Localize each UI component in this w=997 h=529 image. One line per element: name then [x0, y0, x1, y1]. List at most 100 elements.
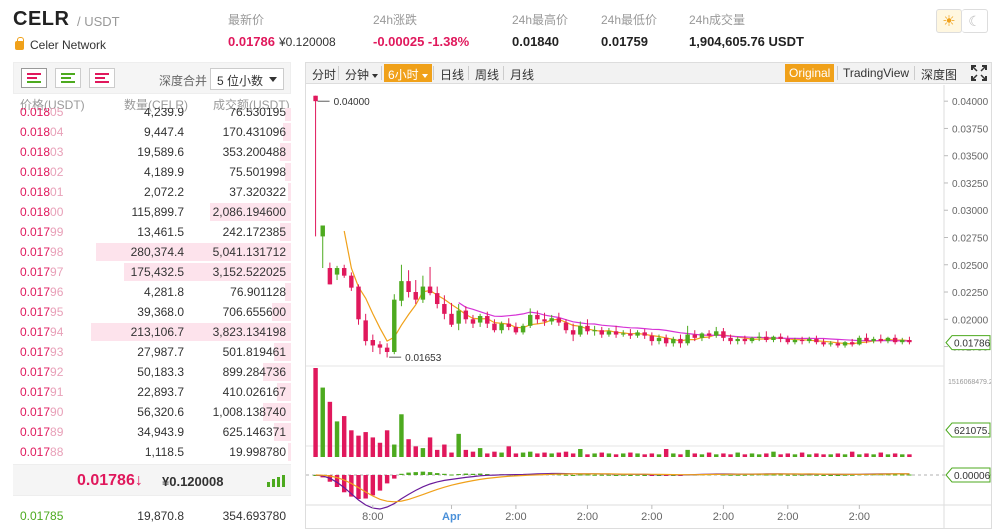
tab-tradingview[interactable]: TradingView [843, 66, 910, 80]
depth-bar [90, 323, 291, 341]
depth-bar [263, 403, 291, 421]
tab-depth-chart[interactable]: 深度图 [921, 68, 958, 82]
volume-bar [585, 454, 590, 457]
volume-bar [434, 449, 440, 457]
macd-bar [835, 475, 841, 476]
bid-row[interactable]: 0.01785 19,870.8 354.693780 [13, 506, 291, 526]
ask-total: 706.655600 [222, 305, 286, 319]
volume-bar [499, 452, 504, 457]
book-asks-icon[interactable] [89, 68, 115, 88]
tab-week[interactable]: 周线 [475, 68, 500, 82]
candle-body [885, 337, 891, 342]
volume-bar [900, 454, 905, 457]
depth-bar [210, 203, 291, 221]
macd-bar [671, 475, 676, 476]
tab-6h[interactable]: 6小时 [384, 64, 432, 82]
ask-amount: 4,281.8 [143, 285, 184, 299]
coin-name[interactable]: Celer Network [15, 36, 106, 52]
candle-body [499, 323, 504, 331]
order-book: 深度合并 5 位小数 价格(USDT) 数量(CELR) 成交额(USDT) 0… [13, 62, 291, 529]
macd-bar [420, 471, 426, 475]
candle-body [384, 347, 390, 353]
ask-row[interactable]: 0.01792 50,183.3 899.284736 [13, 362, 291, 382]
volume-bar [828, 454, 833, 457]
macd-bar [449, 474, 454, 476]
stat-24h-volume: 24h成交量 1,904,605.76 USDT [689, 11, 804, 49]
depth-bar [285, 163, 291, 181]
volume-bar [334, 421, 340, 457]
ask-row[interactable]: 0.01794 213,106.7 3,823.134198 [13, 322, 291, 342]
volume-bar [477, 448, 483, 457]
macd-bar [406, 472, 411, 475]
macd-bar [349, 475, 354, 497]
volume-axis-label: 1516068479.2 [948, 379, 991, 386]
fullscreen-icon[interactable] [971, 65, 987, 81]
stat-value: 0.01840 [512, 34, 559, 49]
book-bids-icon[interactable] [55, 68, 81, 88]
ask-row[interactable]: 0.01804 9,447.4 170.431096 [13, 122, 291, 142]
macd-bar [434, 473, 440, 475]
macd-bar [377, 475, 383, 491]
ask-row[interactable]: 0.01798 280,374.4 5,041.131712 [13, 242, 291, 262]
volume-bar [549, 453, 554, 457]
depth-merge-select[interactable]: 5 位小数 [210, 68, 284, 90]
ma-slow-line [458, 302, 910, 342]
last-price-tag-label: 0.01786 [954, 339, 991, 350]
volume-bar [392, 444, 397, 457]
high-annotation: 0.04000 [317, 97, 370, 108]
ask-row[interactable]: 0.01799 13,461.5 242.172385 [13, 222, 291, 242]
volume-bar [535, 453, 540, 457]
macd-bar [628, 475, 633, 476]
ask-total: 2,086.194600 [212, 205, 286, 219]
price-tick-label: 0.02750 [952, 233, 989, 244]
stat-label: 最新价 [228, 13, 265, 27]
ask-row[interactable]: 0.01795 39,368.0 706.655600 [13, 302, 291, 322]
ask-row[interactable]: 0.01805 4,239.9 76.530195 [13, 108, 291, 122]
chevron-down-icon [269, 77, 277, 82]
tab-original[interactable]: Original [785, 64, 835, 82]
ask-price: 0.01790 [20, 405, 64, 419]
sun-icon[interactable]: ☀ [936, 9, 962, 33]
ask-amount: 280,374.4 [130, 245, 184, 259]
stat-last-price: 最新价 0.01786 ¥0.120008 [228, 11, 336, 49]
macd-dea-line [315, 472, 910, 510]
macd-bar [807, 474, 812, 476]
stat-cny: ¥0.120008 [279, 35, 336, 49]
ask-row[interactable]: 0.01802 4,189.9 75.501998 [13, 162, 291, 182]
ask-row[interactable]: 0.01793 27,987.7 501.819461 [13, 342, 291, 362]
ask-row[interactable]: 0.01800 115,899.7 2,086.194600 [13, 202, 291, 222]
candle-body [742, 338, 748, 342]
ask-row[interactable]: 0.01796 4,281.8 76.901128 [13, 282, 291, 302]
ask-row[interactable]: 0.01788 1,118.5 19.998780 [13, 442, 291, 462]
macd-bar [427, 472, 433, 475]
tab-timeline[interactable]: 分时 [312, 68, 337, 82]
candle-body [485, 316, 490, 324]
volume-bar [814, 453, 819, 457]
ask-price: 0.01794 [20, 325, 64, 339]
moon-icon[interactable]: ☾ [962, 9, 988, 33]
book-both-icon[interactable] [21, 68, 47, 88]
macd-bar [392, 475, 397, 479]
tab-minute[interactable]: 分钟 [341, 64, 382, 82]
candle-body [449, 313, 454, 325]
ask-row[interactable]: 0.01789 34,943.9 625.146371 [13, 422, 291, 442]
ask-row[interactable]: 0.01803 19,589.6 353.200488 [13, 142, 291, 162]
ask-row[interactable]: 0.01790 56,320.6 1,008.138740 [13, 402, 291, 422]
col-amount: 数量(CELR) [124, 98, 189, 112]
candle-body [334, 268, 340, 275]
ask-row[interactable]: 0.01801 2,072.2 37.320322 [13, 182, 291, 202]
tab-month[interactable]: 月线 [510, 68, 535, 82]
candle-body [420, 286, 426, 300]
ask-row[interactable]: 0.01791 22,893.7 410.026167 [13, 382, 291, 402]
macd-bar [485, 474, 490, 476]
macd-dif-line [315, 473, 910, 503]
volume-bar [728, 454, 733, 457]
tab-day[interactable]: 日线 [440, 68, 465, 82]
macd-bar [900, 474, 905, 476]
ask-row[interactable]: 0.01797 175,432.5 3,152.522025 [13, 262, 291, 282]
candlestick-chart[interactable]: 0.04000 0.03750 0.03500 0.03250 0.03000 0.027… [306, 85, 991, 529]
volume-bar [327, 401, 333, 457]
macd-bar [442, 473, 447, 475]
depth-bar [271, 303, 291, 321]
candle-body [413, 292, 418, 300]
